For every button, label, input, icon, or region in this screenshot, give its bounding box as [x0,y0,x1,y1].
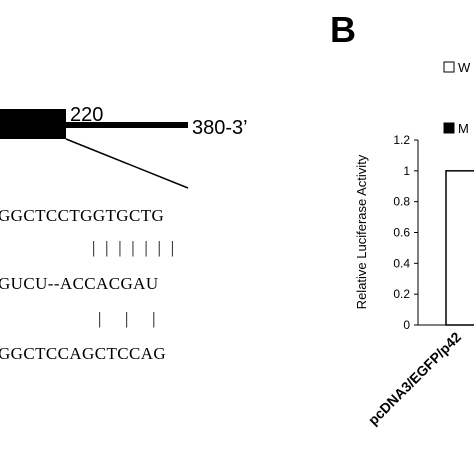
bar [445,170,474,326]
y-tick-label: 0.8 [393,195,410,209]
y-axis-label: Relative Luciferase Activity [354,154,369,309]
sequence: GUCU--ACCACGAU [0,274,159,293]
gene-line [66,122,188,128]
position-label: 220 [70,104,103,126]
sequence: GGCTCCAGCTCCAG [0,344,166,363]
panel-label: B [330,9,356,50]
pairing: | | | [98,309,156,328]
sequence: GGCTCCTGGTGCTG [0,206,164,225]
y-tick-label: 1.2 [393,133,410,147]
legend-label: M [458,121,469,136]
end-label: 380-3’ [192,117,248,139]
legend-swatch [443,61,455,73]
y-tick-label: 0.6 [393,226,410,240]
zoom-line [65,138,189,189]
y-tick-label: 0.2 [393,287,410,301]
legend-swatch [443,122,455,134]
gene-block [0,109,66,139]
x-tick-label: pcDNA3/EGFP/p42 [365,329,464,428]
y-tick-label: 0.4 [393,256,410,270]
pairing: | | | | | | | [92,238,174,257]
y-tick-label: 0 [403,318,410,332]
legend-label: W [458,60,471,75]
y-tick-label: 1 [403,164,410,178]
